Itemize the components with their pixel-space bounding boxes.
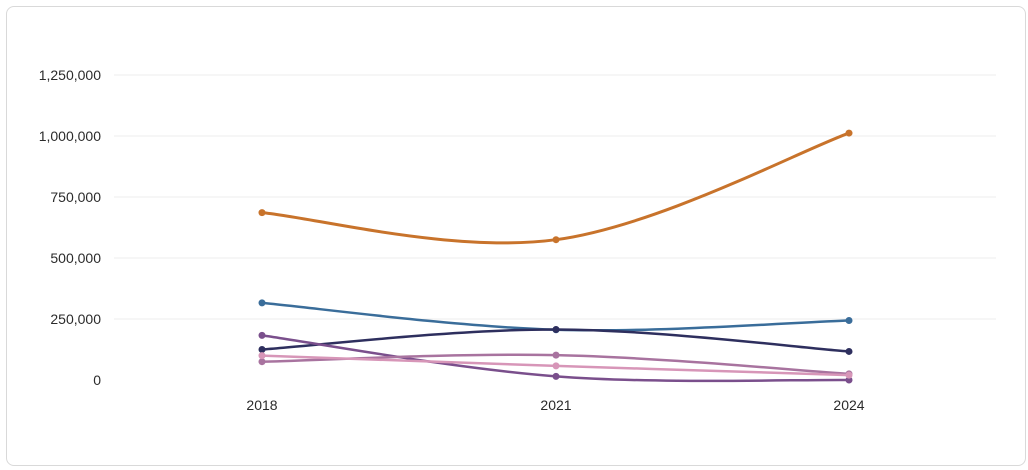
data-point[interactable] — [258, 209, 266, 217]
y-axis-tick-labels: 0 250,000 500,000 750,000 1,000,000 1,250,000 — [39, 67, 102, 388]
x-axis-tick-labels: 2018 2021 2024 — [246, 397, 864, 413]
data-point[interactable] — [552, 372, 560, 380]
data-point[interactable] — [552, 362, 560, 370]
series-3 — [258, 331, 853, 384]
x-tick-label: 2024 — [833, 397, 864, 413]
grid-lines — [114, 74, 996, 320]
y-tick-label: 0 — [93, 372, 101, 388]
y-tick-label: 500,000 — [50, 250, 101, 266]
chart-card — [6, 6, 1026, 466]
data-point[interactable] — [845, 316, 853, 324]
series-line — [260, 131, 851, 245]
x-tick-label: 2018 — [246, 397, 277, 413]
data-point[interactable] — [552, 351, 560, 359]
data-point[interactable] — [258, 331, 266, 339]
y-tick-label: 1,000,000 — [39, 128, 101, 144]
data-point[interactable] — [258, 299, 266, 307]
data-point[interactable] — [845, 347, 853, 355]
y-tick-label: 1,250,000 — [39, 67, 101, 83]
x-tick-label: 2021 — [540, 397, 571, 413]
y-tick-label: 750,000 — [50, 189, 101, 205]
series-2 — [258, 325, 853, 355]
y-tick-label: 250,000 — [50, 311, 101, 327]
data-point[interactable] — [845, 371, 853, 379]
data-point[interactable] — [552, 325, 560, 333]
series-lines — [258, 129, 853, 384]
series-0 — [258, 129, 853, 245]
data-point[interactable] — [258, 352, 266, 360]
data-point[interactable] — [552, 236, 560, 244]
data-point[interactable] — [258, 346, 266, 353]
data-point[interactable] — [845, 376, 853, 384]
series-5 — [258, 352, 853, 379]
data-point[interactable] — [845, 129, 853, 137]
data-point[interactable] — [258, 358, 266, 366]
